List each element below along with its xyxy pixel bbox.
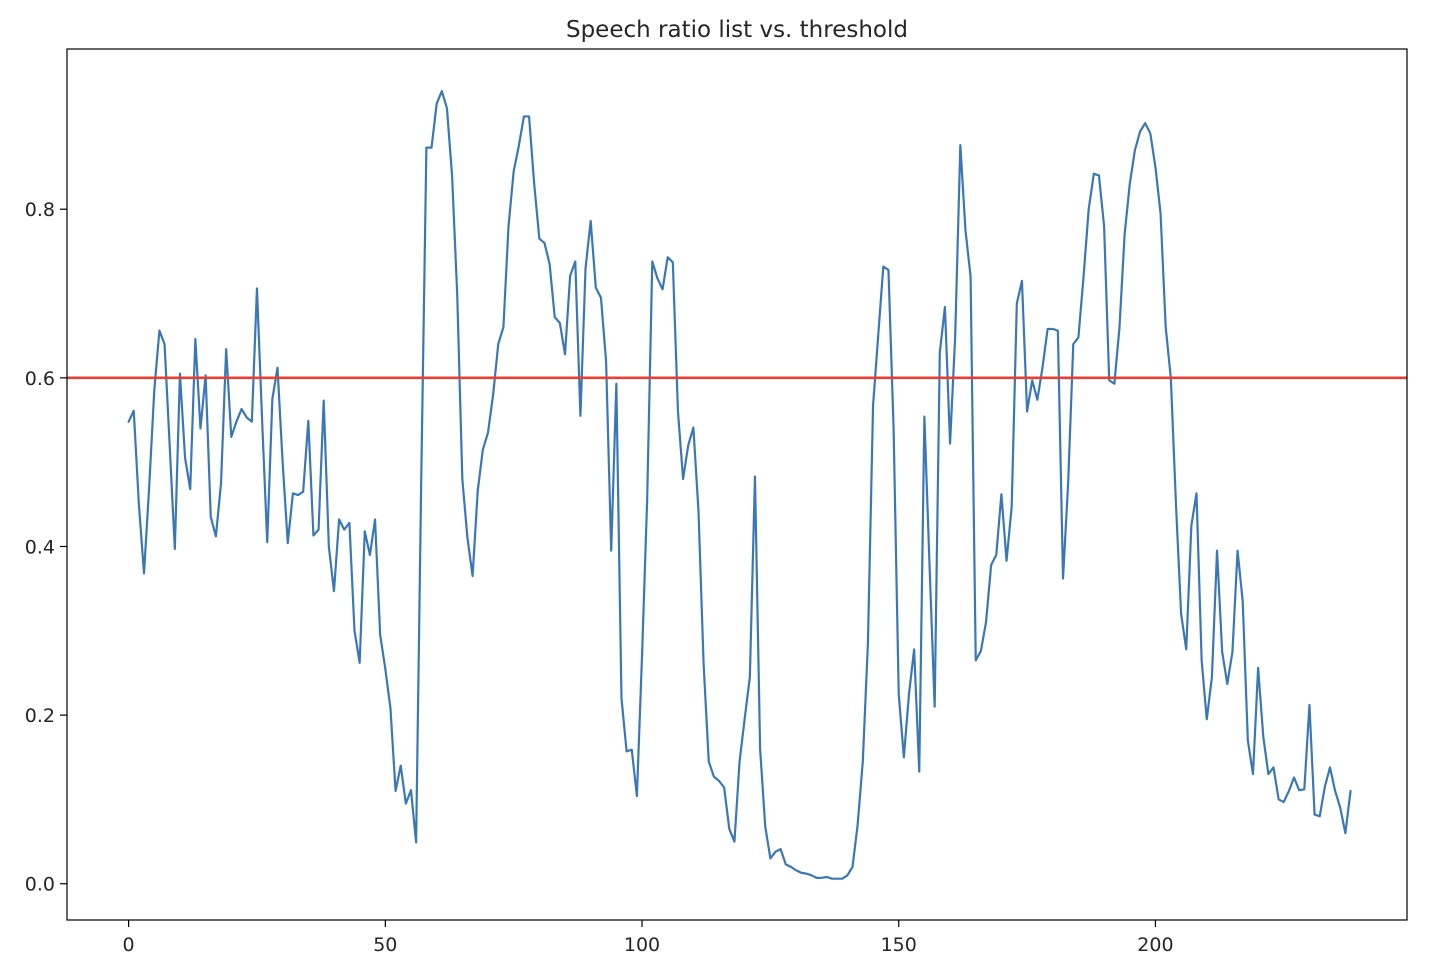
y-tick-label: 0.6 [25,368,55,390]
y-tick-label: 0.2 [25,705,55,727]
y-tick-label: 0.0 [25,874,55,896]
y-axis: 0.0 0.2 0.4 0.6 0.8 [25,199,67,896]
x-tick-label: 0 [123,934,135,956]
x-tick-label: 200 [1137,934,1173,956]
chart-title: Speech ratio list vs. threshold [566,17,908,43]
x-axis: 0 50 100 150 200 [123,920,1174,956]
x-tick-label: 100 [624,934,660,956]
plot-frame [66,48,1408,921]
y-tick-label: 0.8 [25,199,55,221]
plot-area [67,90,1407,880]
x-tick-label: 150 [881,934,917,956]
x-tick-label: 50 [373,934,397,956]
speech-ratio-line [127,90,1352,880]
y-tick-label: 0.4 [25,536,55,558]
